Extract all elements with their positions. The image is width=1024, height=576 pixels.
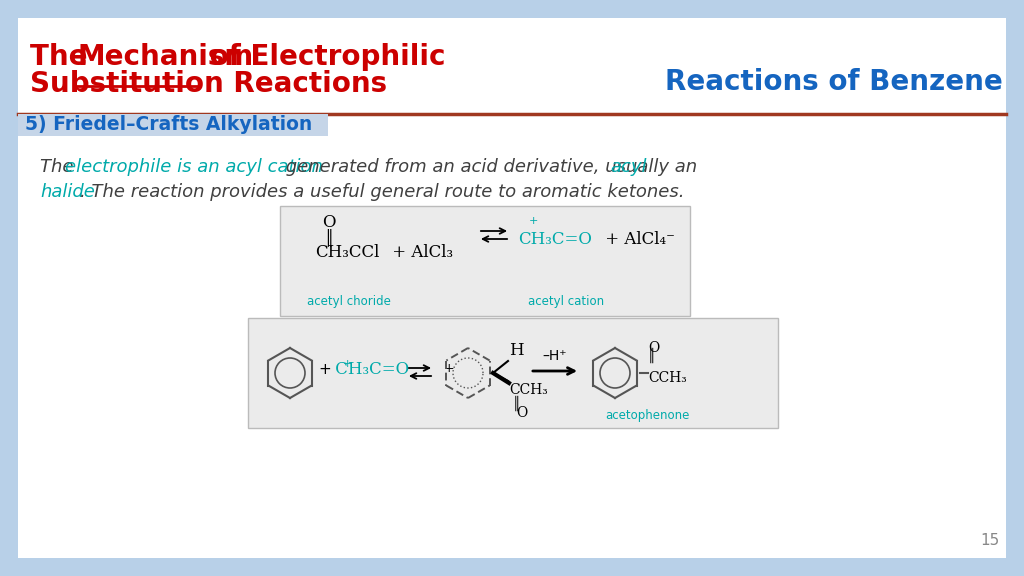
- Text: ║: ║: [513, 396, 520, 411]
- Text: ║: ║: [648, 347, 655, 363]
- Bar: [18, 114, 328, 136]
- Text: acyl: acyl: [610, 158, 646, 176]
- Text: electrophile is an acyl cation: electrophile is an acyl cation: [65, 158, 323, 176]
- Text: 5) Friedel–Crafts Alkylation: 5) Friedel–Crafts Alkylation: [25, 116, 312, 135]
- Text: acetyl cation: acetyl cation: [528, 295, 604, 308]
- Text: O: O: [648, 341, 659, 355]
- Bar: [248, 318, 778, 428]
- Text: halide: halide: [40, 183, 95, 201]
- Text: CH₃C=O: CH₃C=O: [518, 231, 592, 248]
- Text: O: O: [323, 214, 336, 231]
- Text: CCH₃: CCH₃: [509, 383, 548, 397]
- Text: +: +: [529, 216, 539, 226]
- Text: –H⁺: –H⁺: [543, 349, 567, 363]
- Text: Reactions of Benzene: Reactions of Benzene: [665, 68, 1002, 96]
- Text: 15: 15: [981, 533, 1000, 548]
- Text: Mechanism: Mechanism: [77, 43, 253, 71]
- Text: The: The: [40, 158, 79, 176]
- Text: +: +: [318, 362, 331, 377]
- Text: CCH₃: CCH₃: [648, 371, 687, 385]
- Text: + AlCl₄⁻: + AlCl₄⁻: [600, 231, 675, 248]
- Text: +: +: [443, 362, 454, 376]
- Text: of Electrophilic: of Electrophilic: [200, 43, 445, 71]
- Text: Substitution Reactions: Substitution Reactions: [30, 70, 387, 98]
- Text: H: H: [509, 342, 523, 359]
- Text: O: O: [516, 406, 527, 420]
- Bar: [280, 206, 690, 316]
- Text: acetyl choride: acetyl choride: [307, 295, 391, 308]
- Text: ║: ║: [325, 228, 334, 246]
- Text: . The reaction provides a useful general route to aromatic ketones.: . The reaction provides a useful general…: [80, 183, 684, 201]
- Text: The: The: [30, 43, 97, 71]
- Text: + AlCl₃: + AlCl₃: [387, 244, 459, 261]
- Text: CH₃CCl: CH₃CCl: [315, 244, 379, 261]
- Text: generated from an acid derivative, usually an: generated from an acid derivative, usual…: [280, 158, 702, 176]
- Text: +: +: [343, 359, 352, 369]
- Text: acetophenone: acetophenone: [605, 409, 689, 422]
- Text: CH₃C=O: CH₃C=O: [330, 361, 410, 377]
